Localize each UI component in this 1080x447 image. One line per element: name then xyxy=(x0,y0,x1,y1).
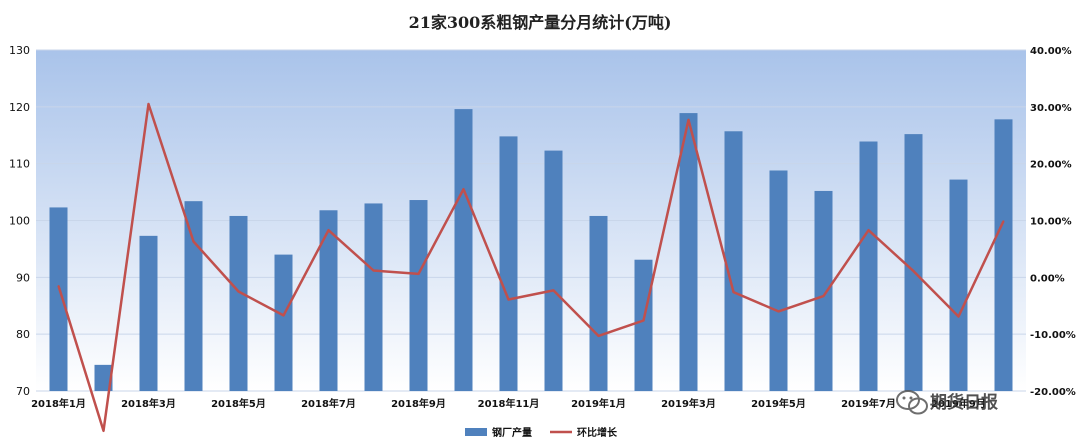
line-point xyxy=(237,290,240,293)
y-right-tick-label: 0.00% xyxy=(1030,273,1065,284)
bar xyxy=(769,170,788,391)
bar xyxy=(589,215,608,391)
x-tick-label: 2019年9月 xyxy=(931,397,986,410)
y-left-tick-label: 90 xyxy=(16,271,30,284)
y-right-tick-label: 30.00% xyxy=(1030,103,1072,114)
x-tick-label: 2019年5月 xyxy=(751,397,806,410)
line-series-path xyxy=(57,102,1005,433)
line-point xyxy=(417,273,420,275)
y-left-tick-label: 110 xyxy=(9,158,30,171)
y-right-tick-label: -10.00% xyxy=(1030,330,1076,341)
bar xyxy=(454,109,473,392)
line-point xyxy=(57,285,60,287)
x-axis: 2018年1月 2018年3月 2018年5月 2018年7月 2018年9月 2018年… xyxy=(31,397,986,410)
bar xyxy=(994,119,1013,391)
line-point xyxy=(462,188,465,191)
bar-series xyxy=(49,109,1013,392)
y-right-tick-label: 40.00% xyxy=(1030,46,1072,57)
x-tick-label: 2018年7月 xyxy=(301,397,356,410)
x-tick-label: 2018年1月 xyxy=(31,397,86,410)
x-tick-label: 2018年9月 xyxy=(391,397,446,410)
line-point xyxy=(507,298,510,301)
y-left-tick-label: 100 xyxy=(9,215,30,228)
y-right-tick-label: 20.00% xyxy=(1030,160,1072,171)
bar xyxy=(859,141,878,391)
y-left-tick-label: 80 xyxy=(16,328,30,341)
line-point xyxy=(867,229,870,231)
bar xyxy=(499,136,518,391)
bar xyxy=(94,364,113,391)
line-point xyxy=(912,270,915,272)
bar xyxy=(409,200,428,391)
line-point xyxy=(327,229,330,231)
bar xyxy=(229,215,248,391)
wechat-icon xyxy=(896,390,928,415)
line-point xyxy=(732,291,735,293)
line-point xyxy=(957,315,960,318)
bar xyxy=(904,134,923,391)
legend-label-line: 环比增长 xyxy=(577,426,618,439)
y-left-axis: 70 80 90 100 110 120 130 xyxy=(9,44,30,398)
legend-swatch-bar xyxy=(465,428,487,436)
line-point xyxy=(282,314,285,317)
line-point xyxy=(552,289,555,292)
bar xyxy=(814,190,833,391)
bar xyxy=(274,254,293,391)
bar xyxy=(544,150,563,391)
x-tick-label: 2018年5月 xyxy=(211,397,266,410)
line-point xyxy=(147,103,150,105)
y-left-tick-label: 130 xyxy=(9,44,30,57)
bar xyxy=(634,259,653,391)
line-point xyxy=(642,319,645,322)
line-point xyxy=(1002,220,1005,222)
watermark: 期货日报 xyxy=(896,390,998,415)
bar xyxy=(679,113,698,392)
y-right-axis: -20.00% -10.00% 0.00% 10.00% 20.00% 30.00% 40.… xyxy=(1030,46,1076,398)
x-tick-label: 2019年7月 xyxy=(841,397,896,410)
y-left-tick-label: 120 xyxy=(9,101,30,114)
chart-title: 21家300系粗钢产量分月统计(万吨) xyxy=(409,13,672,32)
line-point xyxy=(192,240,195,243)
line-point xyxy=(102,429,105,432)
legend-label-bar: 钢厂产量 xyxy=(492,426,532,439)
x-tick-label: 2019年3月 xyxy=(661,397,716,410)
x-tick-label: 2018年11月 xyxy=(478,397,540,410)
line-point xyxy=(777,310,780,313)
bar xyxy=(319,210,338,391)
watermark-text: 期货日报 xyxy=(930,392,998,413)
y-left-tick-label: 70 xyxy=(16,385,30,398)
y-right-tick-label: -20.00% xyxy=(1030,387,1076,398)
line-point xyxy=(687,119,690,121)
bar xyxy=(184,201,203,391)
line-point xyxy=(597,335,600,337)
line-point xyxy=(372,269,375,272)
bar xyxy=(139,235,158,391)
legend: 钢厂产量 环比增长 xyxy=(465,426,618,439)
bar xyxy=(724,131,743,391)
line-point xyxy=(822,295,825,297)
bar xyxy=(49,207,68,391)
x-tick-label: 2018年3月 xyxy=(121,397,176,410)
bar xyxy=(949,179,968,391)
y-right-tick-label: 10.00% xyxy=(1030,217,1072,228)
x-tick-label: 2019年1月 xyxy=(571,397,626,410)
bar xyxy=(364,203,383,391)
line-series xyxy=(57,102,1005,433)
